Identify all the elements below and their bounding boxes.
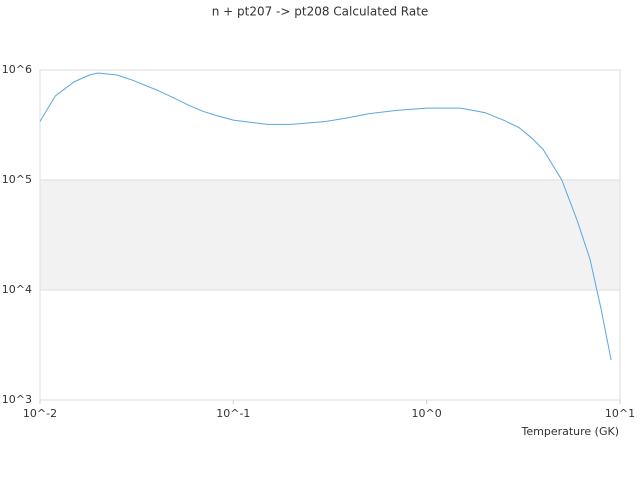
data-line (39, 72, 612, 361)
x-tick-label: 10^-1 (216, 407, 250, 420)
x-tick-label: 10^0 (412, 407, 442, 420)
x-tick-label: 10^1 (605, 407, 635, 420)
x-axis-label: Temperature (GK) (521, 425, 620, 438)
plot-border (39, 69, 621, 401)
y-tick-label: 10^4 (2, 283, 32, 296)
chart-title: n + pt207 -> pt208 Calculated Rate (212, 5, 429, 19)
grid-band (40, 180, 620, 290)
y-tick-label: 10^3 (2, 393, 32, 406)
y-tick-label: 10^6 (2, 63, 32, 76)
x-tick-label: 10^-2 (23, 407, 57, 420)
y-tick-label: 10^5 (2, 173, 32, 186)
